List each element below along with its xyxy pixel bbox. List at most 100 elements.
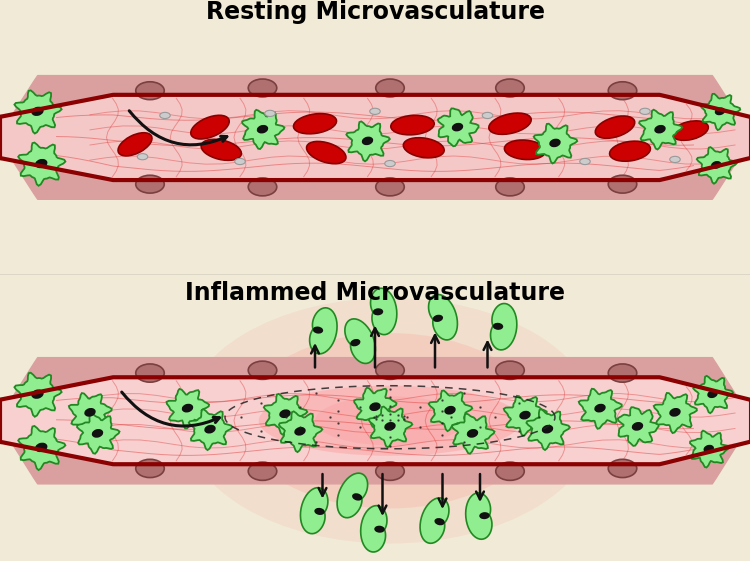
Ellipse shape <box>670 157 680 163</box>
Ellipse shape <box>496 79 524 97</box>
Polygon shape <box>438 108 479 146</box>
Ellipse shape <box>248 361 277 379</box>
Polygon shape <box>504 396 547 436</box>
Ellipse shape <box>248 79 277 97</box>
Ellipse shape <box>184 298 596 544</box>
Ellipse shape <box>391 116 434 135</box>
Ellipse shape <box>640 108 650 114</box>
Polygon shape <box>370 288 397 334</box>
Text: Resting Microvasculature: Resting Microvasculature <box>206 1 544 24</box>
Polygon shape <box>700 94 740 130</box>
Ellipse shape <box>482 112 493 118</box>
Polygon shape <box>18 426 65 470</box>
Ellipse shape <box>350 339 361 346</box>
Polygon shape <box>354 388 397 427</box>
Ellipse shape <box>608 459 637 477</box>
Polygon shape <box>166 389 209 429</box>
Ellipse shape <box>376 178 404 196</box>
Ellipse shape <box>313 327 323 334</box>
Ellipse shape <box>715 107 725 115</box>
Ellipse shape <box>608 175 637 193</box>
Polygon shape <box>242 110 284 149</box>
Ellipse shape <box>672 121 708 140</box>
Polygon shape <box>346 121 390 162</box>
Polygon shape <box>301 488 328 534</box>
Ellipse shape <box>433 315 443 322</box>
Polygon shape <box>69 393 112 433</box>
Polygon shape <box>14 90 62 134</box>
Ellipse shape <box>444 406 456 415</box>
Ellipse shape <box>594 404 606 412</box>
Ellipse shape <box>434 518 445 525</box>
Polygon shape <box>490 304 517 350</box>
Polygon shape <box>697 147 736 183</box>
Ellipse shape <box>136 364 164 382</box>
Polygon shape <box>77 413 119 454</box>
Ellipse shape <box>496 178 524 196</box>
Ellipse shape <box>376 361 404 379</box>
Ellipse shape <box>707 390 718 398</box>
Ellipse shape <box>293 114 337 134</box>
Ellipse shape <box>452 123 464 131</box>
Ellipse shape <box>201 139 242 160</box>
Polygon shape <box>18 142 65 186</box>
Ellipse shape <box>182 404 194 412</box>
Ellipse shape <box>496 462 524 480</box>
Polygon shape <box>466 493 492 539</box>
Ellipse shape <box>370 108 380 114</box>
Ellipse shape <box>466 429 478 438</box>
Ellipse shape <box>265 111 275 117</box>
Ellipse shape <box>190 116 230 139</box>
Ellipse shape <box>496 361 524 379</box>
Ellipse shape <box>704 445 714 453</box>
Ellipse shape <box>307 141 346 164</box>
Polygon shape <box>693 376 733 413</box>
Polygon shape <box>654 393 697 433</box>
Ellipse shape <box>322 379 458 463</box>
Ellipse shape <box>479 512 490 519</box>
Polygon shape <box>361 505 387 552</box>
Ellipse shape <box>542 425 554 434</box>
Polygon shape <box>189 410 232 450</box>
Ellipse shape <box>669 408 681 417</box>
Ellipse shape <box>654 125 666 134</box>
Ellipse shape <box>160 112 170 118</box>
Ellipse shape <box>404 138 444 158</box>
Polygon shape <box>429 390 472 431</box>
Polygon shape <box>526 410 570 450</box>
Polygon shape <box>534 124 578 163</box>
Ellipse shape <box>35 443 47 452</box>
Ellipse shape <box>711 161 722 169</box>
Ellipse shape <box>136 175 164 193</box>
Text: Inflammed Microvasculature: Inflammed Microvasculature <box>185 281 565 305</box>
Ellipse shape <box>240 333 540 508</box>
Ellipse shape <box>235 158 245 164</box>
Ellipse shape <box>259 386 521 456</box>
Ellipse shape <box>489 113 531 134</box>
Ellipse shape <box>118 133 152 156</box>
Ellipse shape <box>362 136 374 145</box>
Ellipse shape <box>35 159 47 168</box>
Ellipse shape <box>294 427 306 436</box>
Polygon shape <box>345 319 376 364</box>
Ellipse shape <box>376 79 404 97</box>
Ellipse shape <box>84 408 96 417</box>
Ellipse shape <box>549 139 561 147</box>
Ellipse shape <box>608 364 637 382</box>
Polygon shape <box>337 473 368 518</box>
Ellipse shape <box>279 410 291 418</box>
Ellipse shape <box>204 425 216 434</box>
Ellipse shape <box>374 526 385 533</box>
Ellipse shape <box>596 116 634 138</box>
Ellipse shape <box>505 140 545 159</box>
Polygon shape <box>618 407 658 446</box>
Ellipse shape <box>256 125 268 134</box>
Ellipse shape <box>385 160 395 167</box>
Ellipse shape <box>369 402 381 411</box>
Polygon shape <box>690 431 729 467</box>
Ellipse shape <box>580 158 590 164</box>
Ellipse shape <box>632 422 644 431</box>
Ellipse shape <box>32 107 44 116</box>
Polygon shape <box>639 110 682 149</box>
Polygon shape <box>452 413 494 454</box>
